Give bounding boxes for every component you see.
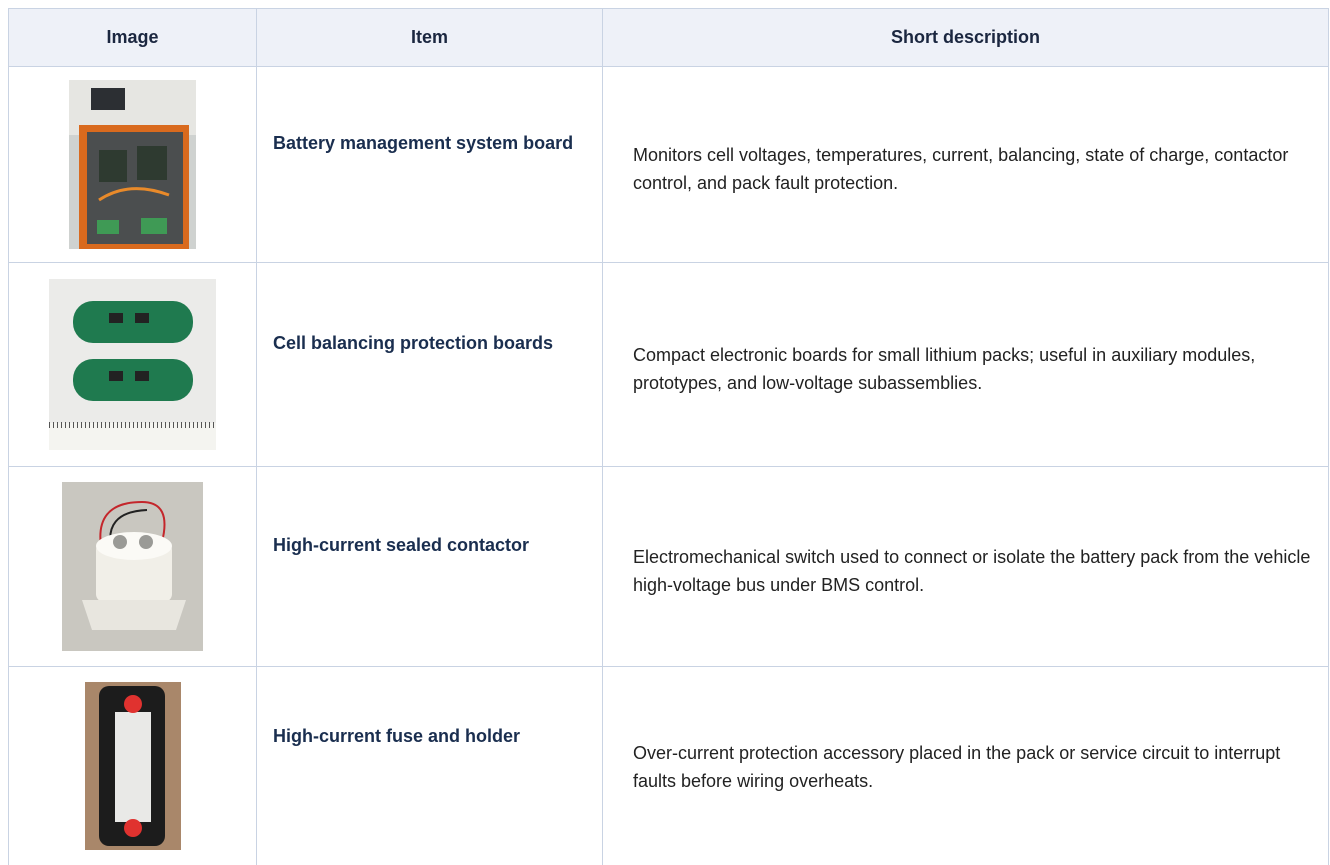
header-cell: Image <box>9 9 257 66</box>
item-name: High-current sealed contactor <box>273 534 530 555</box>
item-cell: High-current fuse and holder <box>257 667 603 865</box>
description-cell: Over-current protection accessory placed… <box>603 667 1329 865</box>
balancing-boards-photo <box>49 279 216 450</box>
description-cell: Monitors cell voltages, temperatures, cu… <box>603 67 1329 262</box>
image-cell <box>9 467 257 666</box>
table-row: Battery management system board Monitors… <box>9 67 1329 263</box>
item-description: Over-current protection accessory placed… <box>633 743 1281 791</box>
item-name: Cell balancing protection boards <box>273 332 554 353</box>
image-cell <box>9 67 257 262</box>
description-cell: Electromechanical switch used to connect… <box>603 467 1329 666</box>
header-cell: Short description <box>603 9 1329 66</box>
image-cell <box>9 263 257 466</box>
contactor-photo <box>62 482 203 651</box>
table-row: High-current sealed contactor Electromec… <box>9 467 1329 667</box>
description-cell: Compact electronic boards for small lith… <box>603 263 1329 466</box>
header-cell: Item <box>257 9 603 66</box>
header-row: Image Item Short description <box>9 9 1329 67</box>
item-description: Compact electronic boards for small lith… <box>633 344 1256 393</box>
item-name: Battery management system board <box>273 132 574 153</box>
item-cell: High-current sealed contactor <box>257 467 603 666</box>
item-description: Monitors cell voltages, temperatures, cu… <box>633 144 1289 193</box>
table-row: Cell balancing protection boards Compact… <box>9 263 1329 467</box>
fuse-photo <box>84 682 181 850</box>
item-cell: Battery management system board <box>257 67 603 262</box>
item-description: Electromechanical switch used to connect… <box>633 546 1311 595</box>
bms-photo <box>69 80 196 249</box>
item-cell: Cell balancing protection boards <box>257 263 603 466</box>
item-name: High-current fuse and holder <box>273 726 521 746</box>
table-row: High-current fuse and holder Over-curren… <box>9 667 1329 865</box>
image-cell <box>9 667 257 865</box>
table: Image Item Short description Battery man… <box>8 8 1329 865</box>
